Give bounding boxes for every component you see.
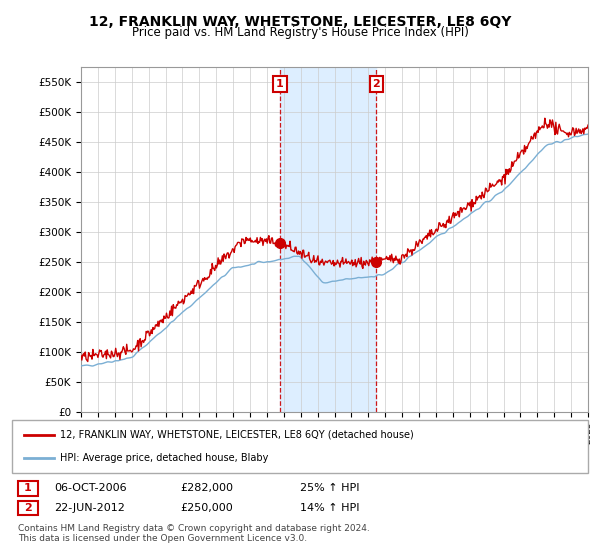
Text: Price paid vs. HM Land Registry's House Price Index (HPI): Price paid vs. HM Land Registry's House … [131, 26, 469, 39]
Text: 22-JUN-2012: 22-JUN-2012 [54, 503, 125, 513]
Text: 14% ↑ HPI: 14% ↑ HPI [300, 503, 359, 513]
Text: 25% ↑ HPI: 25% ↑ HPI [300, 483, 359, 493]
Text: 2: 2 [373, 80, 380, 89]
Text: 1: 1 [24, 483, 32, 493]
Text: HPI: Average price, detached house, Blaby: HPI: Average price, detached house, Blab… [60, 453, 268, 463]
Bar [280, 67, 376, 412]
Text: 12, FRANKLIN WAY, WHETSTONE, LEICESTER, LE8 6QY: 12, FRANKLIN WAY, WHETSTONE, LEICESTER, … [89, 15, 511, 29]
Text: 1: 1 [276, 80, 284, 89]
Text: £282,000: £282,000 [180, 483, 233, 493]
Text: Contains HM Land Registry data © Crown copyright and database right 2024.
This d: Contains HM Land Registry data © Crown c… [18, 524, 370, 543]
Text: 12, FRANKLIN WAY, WHETSTONE, LEICESTER, LE8 6QY (detached house): 12, FRANKLIN WAY, WHETSTONE, LEICESTER, … [60, 430, 414, 440]
Text: 06-OCT-2006: 06-OCT-2006 [54, 483, 127, 493]
Text: 2: 2 [24, 503, 32, 513]
Text: £250,000: £250,000 [180, 503, 233, 513]
